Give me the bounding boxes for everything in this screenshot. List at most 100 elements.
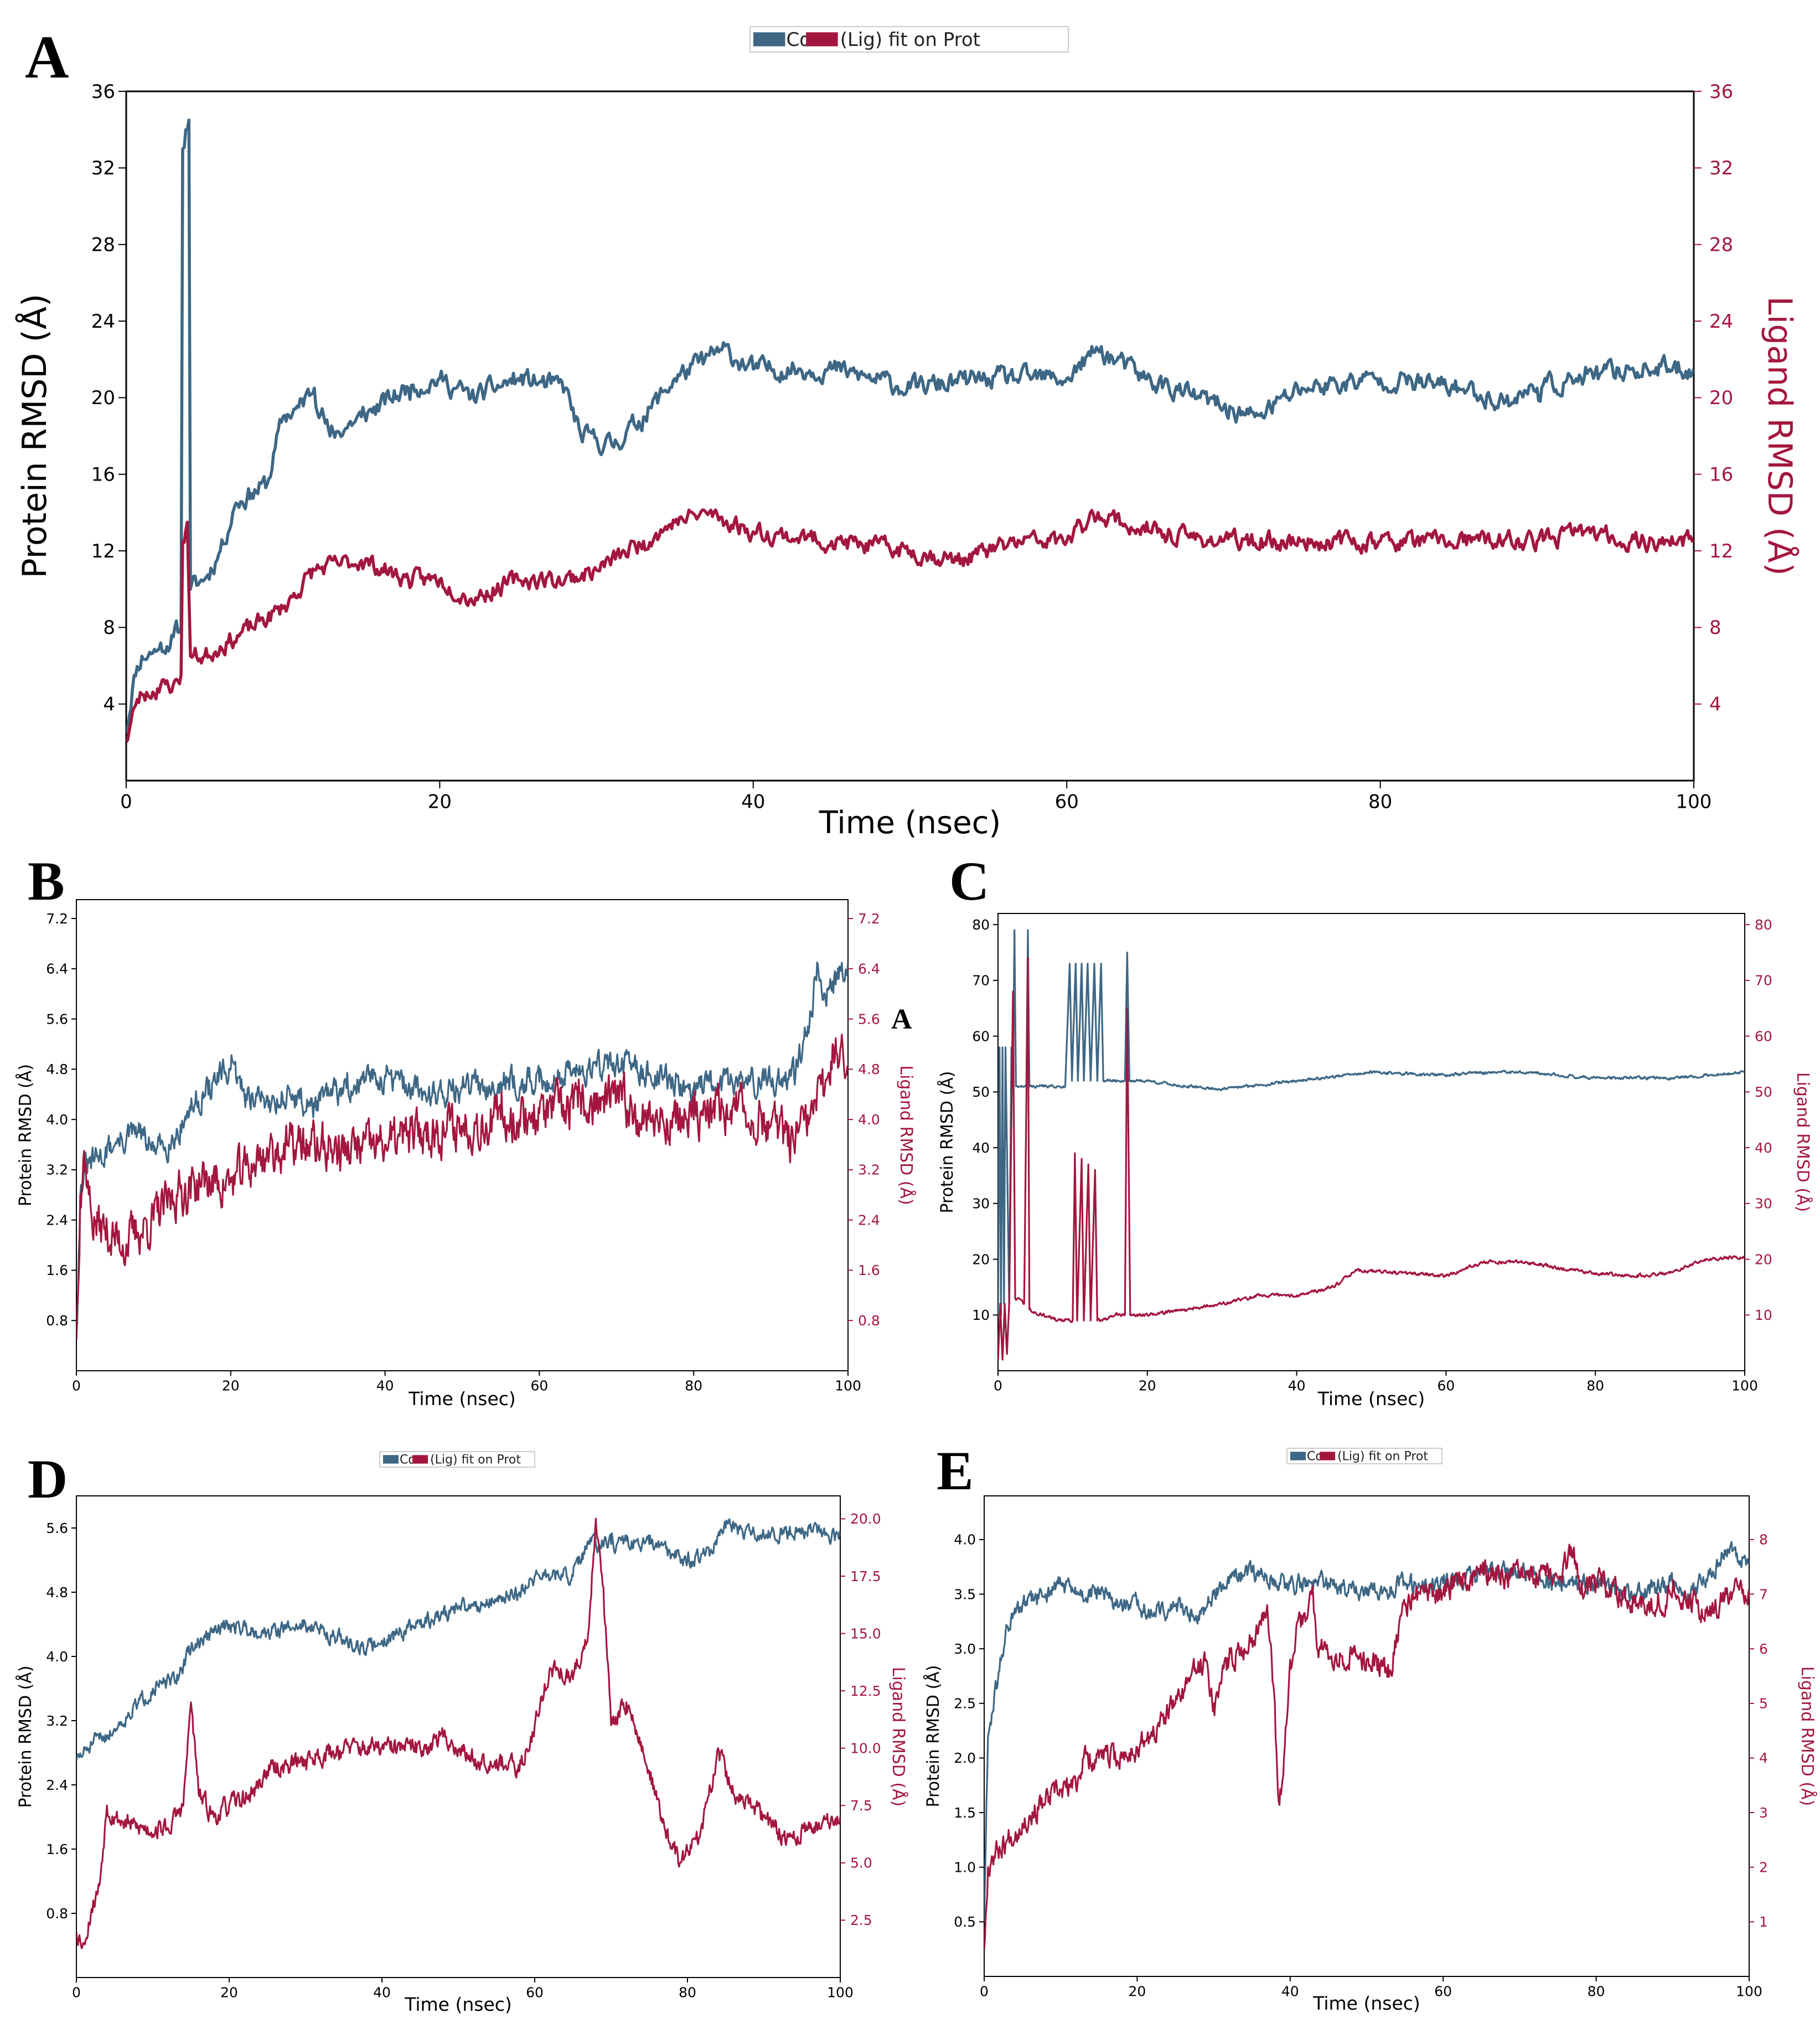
y-left-tick-label: 28 xyxy=(91,234,115,256)
x-tick-label: 40 xyxy=(1281,1983,1299,1999)
panel-e: E Cα (Lig) fit on Prot 0 20 40 60 80 100 0.5 1.0 1.… xyxy=(923,1440,1817,2014)
y-left-tick-label: 0.5 xyxy=(954,1914,976,1930)
y-right-axis-label: Ligand RMSD (Å) xyxy=(1797,1666,1817,1806)
y-right-tick-label: 2 xyxy=(1759,1859,1768,1875)
x-tick-label: 0 xyxy=(72,1984,81,2000)
y-right-tick-label: 20 xyxy=(1755,1251,1772,1267)
series-line-ligand-d xyxy=(76,1517,840,1949)
y-right-tick-label: 80 xyxy=(1755,917,1772,933)
y-right-tick-label: 16 xyxy=(1709,464,1733,486)
legend-label-ligand: (Lig) fit on Prot xyxy=(430,1453,521,1467)
x-tick-label: 80 xyxy=(679,1984,696,2000)
y-left-tick-label: 3.5 xyxy=(954,1586,976,1602)
y-left-tick-label: 16 xyxy=(91,464,115,486)
y-left-tick-label: 24 xyxy=(91,311,115,333)
y-right-tick-label: 3.2 xyxy=(858,1162,880,1178)
y-right-tick-label: 28 xyxy=(1709,234,1733,256)
x-tick-label: 80 xyxy=(685,1377,702,1393)
y-right-tick-label: 4.0 xyxy=(858,1112,880,1128)
panel-a: A Cα (Lig) fit on Prot 0 20 40 60 80 100 4 8 12 16 20… xyxy=(15,23,1800,841)
y-left-tick-label: 2.4 xyxy=(46,1212,68,1228)
y-left-tick-label: 12 xyxy=(91,540,115,562)
y-right-tick-label: 10 xyxy=(1755,1307,1772,1323)
y-left-tick-label: 20 xyxy=(972,1251,990,1267)
y-left-tick-label: 4 xyxy=(103,694,115,716)
y-right-tick-label: 12 xyxy=(1709,540,1733,562)
series-line-ligand-a xyxy=(126,508,1694,744)
x-tick-label: 20 xyxy=(1128,1983,1146,1999)
y-right-tick-label: 12.5 xyxy=(850,1683,881,1699)
y-right-tick-label: 50 xyxy=(1755,1084,1772,1100)
legend-swatch-ligand xyxy=(806,32,838,47)
y-left-tick-label: 1.0 xyxy=(954,1859,976,1875)
legend-a: Cα (Lig) fit on Prot xyxy=(749,26,1069,53)
x-tick-label: 60 xyxy=(526,1984,544,2000)
y-left-tick-label: 70 xyxy=(972,973,990,989)
y-right-tick-label: 7 xyxy=(1759,1586,1768,1602)
y-right-tick-label: 20.0 xyxy=(850,1511,881,1527)
legend-e: Cα (Lig) fit on Prot xyxy=(1286,1448,1442,1464)
y-right-axis-label: Ligand RMSD (Å) xyxy=(896,1065,916,1205)
y-left-tick-label: 40 xyxy=(972,1140,990,1156)
y-left-tick-label: 80 xyxy=(972,917,990,933)
y-left-tick-label: 2.5 xyxy=(954,1696,976,1712)
series-line-ligand-c xyxy=(998,957,1745,1361)
legend-swatch-protein xyxy=(753,32,785,47)
x-tick-label: 80 xyxy=(1586,1377,1604,1393)
y-left-tick-label: 0.8 xyxy=(46,1906,68,1922)
x-tick-label: 60 xyxy=(1434,1983,1452,1999)
y-right-tick-label: 32 xyxy=(1709,157,1733,179)
y-right-axis-label: Ligand RMSD (Å) xyxy=(1793,1072,1813,1212)
y-right-tick-label: 6.4 xyxy=(858,961,880,977)
x-tick-label: 100 xyxy=(1676,791,1712,813)
panel-d: D Cα (Lig) fit on Prot 0 20 40 60 80 100 0.8 1.6 2.… xyxy=(15,1448,908,2015)
y-left-axis-label: Protein RMSD (Å) xyxy=(923,1665,943,1807)
y-left-tick-label: 4.0 xyxy=(46,1649,68,1665)
plot-frame xyxy=(125,90,1695,782)
legend-box xyxy=(749,26,1069,53)
y-left-tick-label: 2.4 xyxy=(46,1777,68,1793)
y-right-tick-label: 10.0 xyxy=(850,1740,881,1756)
series-line-protein-a xyxy=(126,118,1694,734)
legend-box xyxy=(1286,1448,1442,1464)
y-right-tick-label: 30 xyxy=(1755,1196,1772,1212)
x-tick-label: 100 xyxy=(1736,1983,1762,1999)
x-tick-label: 0 xyxy=(72,1377,81,1393)
y-right-tick-label: 7.5 xyxy=(850,1798,872,1814)
x-axis-label: Time (nsec) xyxy=(1312,1992,1420,2014)
y-right-tick-label: 1 xyxy=(1759,1914,1768,1930)
y-right-tick-label: 15.0 xyxy=(850,1625,881,1641)
series-line-ligand-e xyxy=(984,1543,1749,1949)
series-line-ligand-b xyxy=(76,1034,848,1340)
y-left-tick-label: 4.8 xyxy=(46,1061,68,1077)
series-line-protein-b xyxy=(76,961,848,1340)
panel-c: C A 0 20 40 60 80 100 10 20 30 40 50 60 70 80 10 20 30 40 50… xyxy=(891,850,1813,1410)
y-right-tick-label: 2.4 xyxy=(858,1212,880,1228)
y-right-tick-label: 5.0 xyxy=(850,1855,872,1871)
legend-swatch-ligand xyxy=(1320,1452,1336,1460)
y-left-tick-label: 5.6 xyxy=(46,1520,68,1536)
legend-box xyxy=(379,1451,535,1468)
y-left-tick-label: 32 xyxy=(91,157,115,179)
panel-letter-e: E xyxy=(937,1440,974,1501)
y-left-tick-label: 3.0 xyxy=(954,1641,976,1657)
y-right-tick-label: 3 xyxy=(1759,1805,1768,1821)
y-left-axis-label: Protein RMSD (Å) xyxy=(937,1071,957,1213)
y-right-axis-label: Ligand RMSD (Å) xyxy=(1760,296,1800,576)
y-left-tick-label: 30 xyxy=(972,1196,990,1212)
y-left-tick-label: 2.0 xyxy=(954,1750,976,1766)
x-tick-label: 20 xyxy=(428,791,452,813)
x-tick-label: 100 xyxy=(835,1377,861,1393)
y-left-tick-label: 10 xyxy=(972,1307,990,1323)
legend-label-ligand: (Lig) fit on Prot xyxy=(840,29,980,51)
y-right-tick-label: 5 xyxy=(1759,1696,1768,1712)
stray-panel-label: A xyxy=(891,1004,912,1035)
y-left-tick-label: 5.6 xyxy=(46,1011,68,1027)
y-left-tick-label: 0.8 xyxy=(46,1313,68,1329)
panel-letter-a: A xyxy=(25,23,69,91)
plot-frame xyxy=(76,899,849,1371)
y-left-tick-label: 7.2 xyxy=(46,911,68,927)
y-right-tick-label: 7.2 xyxy=(858,911,880,927)
y-right-tick-label: 17.5 xyxy=(850,1568,881,1584)
x-axis-label: Time (nsec) xyxy=(819,805,1001,841)
